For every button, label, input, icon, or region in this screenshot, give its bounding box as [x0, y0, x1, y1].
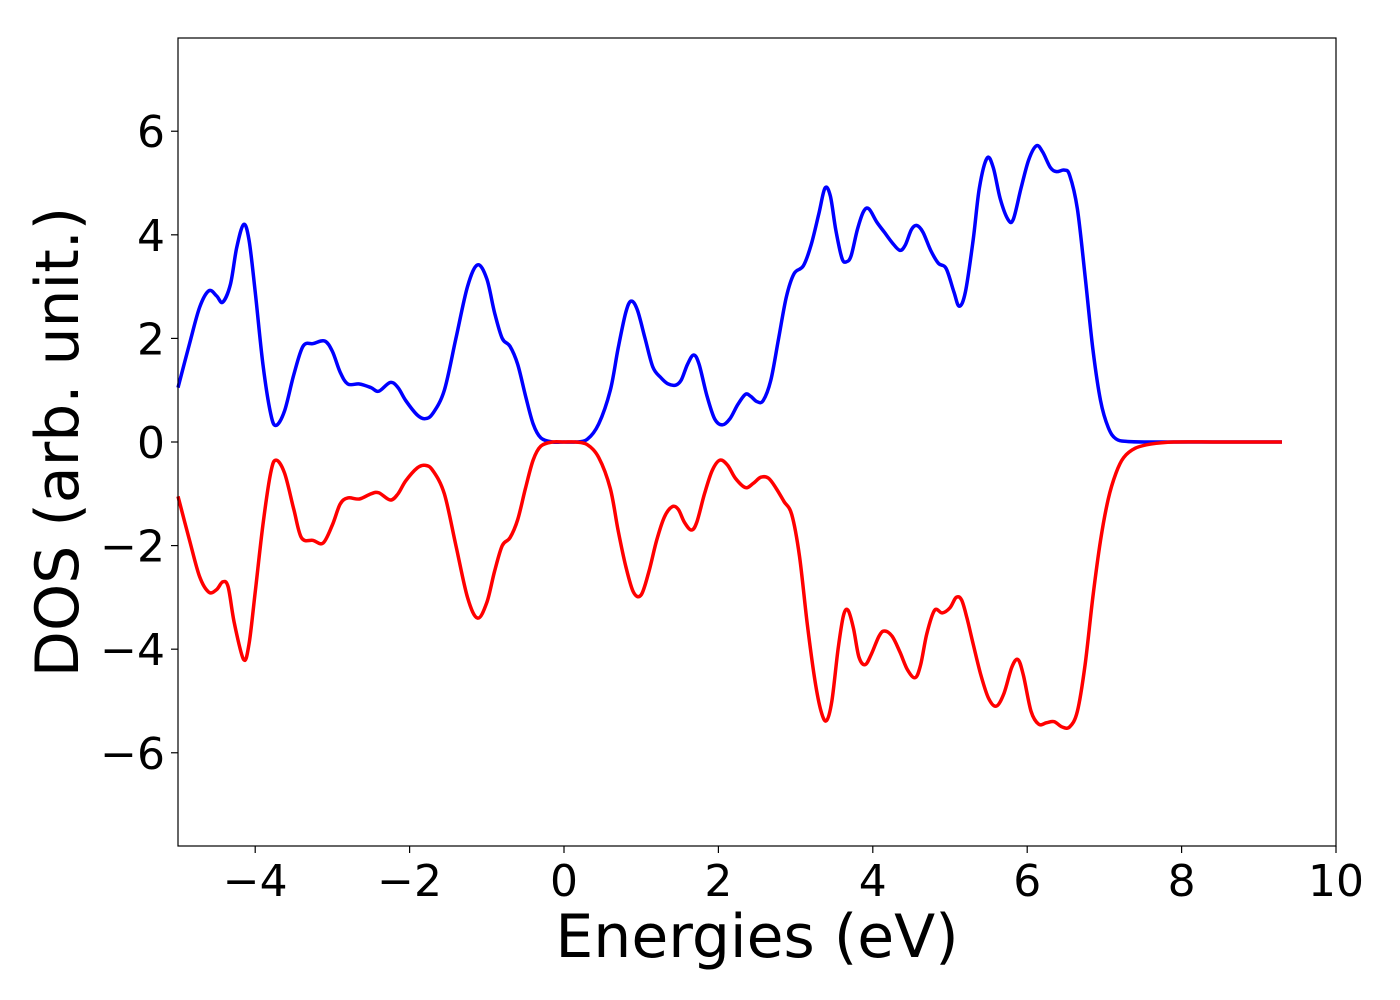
- dos-series-line-2: [176, 439, 1282, 730]
- y-tick-label: 0: [137, 418, 165, 469]
- y-tick-label: 2: [137, 314, 165, 365]
- y-tick-label: −4: [100, 625, 165, 676]
- x-tick-label: 6: [1013, 856, 1041, 907]
- x-tick-label: −4: [223, 856, 288, 907]
- x-tick-label: 4: [859, 856, 887, 907]
- y-axis-ticks: −6 −4 −2 0 2 4 6: [100, 107, 178, 780]
- y-tick-label: −6: [100, 729, 165, 780]
- x-tick-label: 0: [550, 856, 578, 907]
- y-tick-label: 4: [137, 211, 165, 262]
- series-layer: [176, 143, 1282, 730]
- y-tick-label: 6: [137, 107, 165, 158]
- y-tick-label: −2: [100, 522, 165, 573]
- y-axis-label: DOS (arb. unit.): [23, 207, 93, 677]
- x-tick-label: −2: [377, 856, 442, 907]
- x-tick-label: 8: [1168, 856, 1196, 907]
- x-axis-label: Energies (eV): [555, 902, 958, 972]
- x-tick-label: 10: [1308, 856, 1364, 907]
- x-tick-label: 2: [704, 856, 732, 907]
- dos-series-line-1: [176, 143, 1282, 445]
- x-axis-ticks: −4 −2 0 2 4 6 8 10: [223, 846, 1364, 907]
